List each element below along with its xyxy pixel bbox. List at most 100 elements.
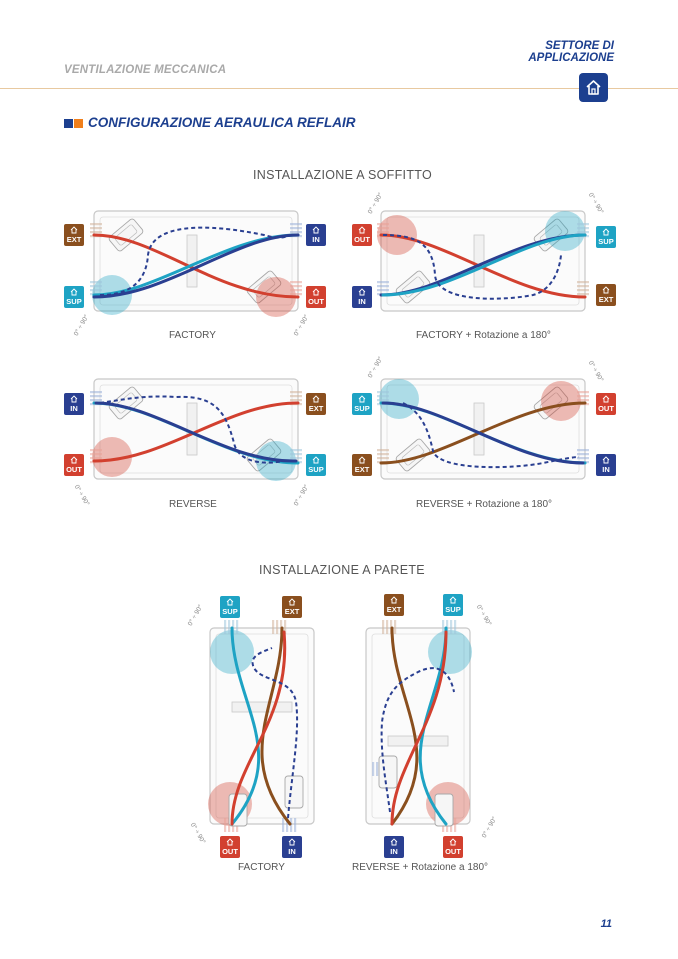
badge-label: OUT [308,297,324,306]
bypass-flow-dashed [251,647,299,819]
house-icon [390,838,398,846]
badge-label: SUP [598,237,614,246]
flow-in-line [381,401,585,465]
out-zone-bubble [541,381,581,421]
house-icon [226,598,234,606]
filter-slot [473,402,485,456]
badge-label: SUP [66,297,82,306]
bypass-flow-dashed [380,667,455,813]
unit-inner-frame [386,216,580,306]
sup-zone-bubble [428,630,472,674]
house-icon [358,456,366,464]
flow-out-line [230,630,287,826]
unit-inner-frame [371,633,465,819]
section-title-ceiling: INSTALLAZIONE A SOFFITTO [253,168,432,182]
house-icon [358,288,366,296]
fan-module [284,775,304,809]
badge-label: OUT [222,847,238,856]
in-badge: IN [282,836,302,858]
caption-ceiling-reverse: REVERSE [169,499,217,510]
out-badge: OUT [443,836,463,858]
house-icon [390,596,398,604]
rotation-angle-label: 0° ÷ 90° [292,313,311,338]
house-icon [226,838,234,846]
wall-unit-diagram [365,620,472,832]
badge-label: IN [312,235,320,244]
badge-label: SUP [354,404,370,413]
unit-casing [209,627,315,825]
in-badge: IN [384,836,404,858]
filter-slot [186,402,198,456]
sup-badge: SUP [352,393,372,415]
flow-sup-line [381,233,587,297]
house-icon [312,456,320,464]
badge-label: IN [358,297,366,306]
filter-slot [473,234,485,288]
badge-label: EXT [308,404,324,413]
house-icon [312,288,320,296]
filter-slot [231,701,293,713]
ext-badge: EXT [352,454,372,476]
sup-badge: SUP [306,454,326,476]
filter-slot [186,234,198,288]
fan-module [395,438,431,472]
sup-badge: SUP [443,594,463,616]
bypass-flow-dashed [99,395,283,464]
ext-badge: EXT [64,224,84,246]
flow-ext-line [260,626,292,826]
sup-badge: SUP [64,286,84,308]
in-badge: IN [352,286,372,308]
badge-label: EXT [386,605,402,614]
caption-wall-factory: FACTORY [238,862,285,873]
flow-out-line [390,630,448,826]
title-square-orange [74,119,83,128]
rotation-angle-label: 0° ÷ 90° [72,313,91,338]
caption-ceiling-reverse-rotated: REVERSE + Rotazione a 180° [416,499,553,510]
badge-label: EXT [66,235,82,244]
unit-inner-frame [99,216,293,306]
sup-badge: SUP [596,226,616,248]
page-title-text: CONFIGURAZIONE AERAULICA REFLAIR [88,115,356,130]
badge-label: OUT [445,847,461,856]
house-icon [602,228,610,236]
house-icon [449,596,457,604]
ceiling-unit-diagram [90,378,302,481]
out-zone-bubble [92,437,132,477]
house-icon [586,80,601,95]
section-title-wall: INSTALLAZIONE A PARETE [259,563,425,577]
ext-badge: EXT [596,284,616,306]
sup-zone-bubble [379,379,419,419]
in-badge: IN [596,454,616,476]
badge-label: IN [288,847,296,856]
wall-unit-diagram [208,620,315,832]
home-icon-badge [579,73,608,102]
badge-label: SUP [222,607,238,616]
ceiling-unit-diagram [90,210,302,317]
in-badge: IN [306,224,326,246]
caption-ceiling-factory: FACTORY [169,330,216,341]
ext-badge: EXT [306,393,326,415]
title-square-blue [64,119,73,128]
badge-label: OUT [598,404,614,413]
rotation-angle-label: 0° ÷ 90° [480,815,499,840]
rotation-angle-label: 0° ÷ 90° [72,483,91,508]
ext-badge: EXT [282,596,302,618]
flow-sup-line [230,626,261,826]
badge-label: IN [390,847,398,856]
flow-out-line [92,401,300,463]
rotation-angle-label: 0° ÷ 90° [292,483,311,508]
out-badge: OUT [64,454,84,476]
caption-wall-reverse-rotated: REVERSE + Rotazione a 180° [352,862,489,873]
house-icon [312,226,320,234]
flow-ext-line [390,626,419,826]
house-icon [602,395,610,403]
bypass-flow-dashed [99,226,295,296]
flow-in-line [94,401,298,463]
badge-label: EXT [284,607,300,616]
sup-zone-bubble [545,211,585,251]
badge-label: OUT [66,465,82,474]
unit-inner-frame [386,384,580,474]
badge-label: SUP [445,605,461,614]
house-icon [70,288,78,296]
house-icon [70,395,78,403]
